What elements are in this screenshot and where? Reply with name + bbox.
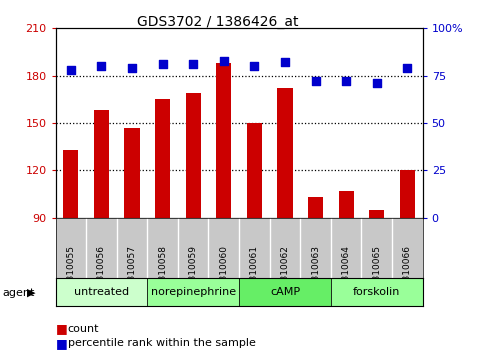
Point bbox=[403, 65, 411, 71]
Bar bbox=[155, 99, 170, 218]
Text: forskolin: forskolin bbox=[353, 287, 400, 297]
Bar bbox=[56, 278, 147, 306]
Text: cAMP: cAMP bbox=[270, 287, 300, 297]
Bar bbox=[147, 278, 239, 306]
Point bbox=[159, 62, 167, 67]
Bar bbox=[125, 128, 140, 218]
Bar bbox=[239, 278, 331, 306]
Text: ■: ■ bbox=[56, 337, 67, 350]
Bar bbox=[63, 150, 78, 218]
Text: percentile rank within the sample: percentile rank within the sample bbox=[68, 338, 256, 348]
Text: untreated: untreated bbox=[74, 287, 129, 297]
Text: ▶: ▶ bbox=[27, 288, 36, 298]
Text: count: count bbox=[68, 324, 99, 333]
Point bbox=[189, 62, 197, 67]
Text: GSM310062: GSM310062 bbox=[281, 245, 289, 300]
Bar bbox=[331, 278, 423, 306]
Bar bbox=[277, 88, 293, 218]
Text: ■: ■ bbox=[56, 322, 67, 335]
Text: GSM310056: GSM310056 bbox=[97, 245, 106, 300]
Text: GSM310055: GSM310055 bbox=[66, 245, 75, 300]
Text: GSM310057: GSM310057 bbox=[128, 245, 137, 300]
Text: GSM310058: GSM310058 bbox=[158, 245, 167, 300]
Text: GDS3702 / 1386426_at: GDS3702 / 1386426_at bbox=[137, 15, 298, 29]
Text: agent: agent bbox=[2, 288, 35, 298]
Bar bbox=[216, 63, 231, 218]
Text: GSM310064: GSM310064 bbox=[341, 245, 351, 300]
Text: norepinephrine: norepinephrine bbox=[151, 287, 236, 297]
Text: GSM310059: GSM310059 bbox=[189, 245, 198, 300]
Text: GSM310063: GSM310063 bbox=[311, 245, 320, 300]
Bar bbox=[339, 191, 354, 218]
Point bbox=[128, 65, 136, 71]
Bar bbox=[94, 110, 109, 218]
Point bbox=[342, 79, 350, 84]
Bar bbox=[247, 123, 262, 218]
Bar bbox=[400, 170, 415, 218]
Text: GSM310060: GSM310060 bbox=[219, 245, 228, 300]
Text: GSM310065: GSM310065 bbox=[372, 245, 381, 300]
Text: GSM310061: GSM310061 bbox=[250, 245, 259, 300]
Point bbox=[312, 79, 319, 84]
Bar bbox=[308, 197, 323, 218]
Point bbox=[281, 59, 289, 65]
Point bbox=[251, 63, 258, 69]
Text: GSM310066: GSM310066 bbox=[403, 245, 412, 300]
Bar bbox=[185, 93, 201, 218]
Point bbox=[98, 63, 105, 69]
Point bbox=[67, 67, 75, 73]
Bar bbox=[369, 210, 384, 218]
Point bbox=[373, 80, 381, 86]
Point bbox=[220, 58, 227, 63]
